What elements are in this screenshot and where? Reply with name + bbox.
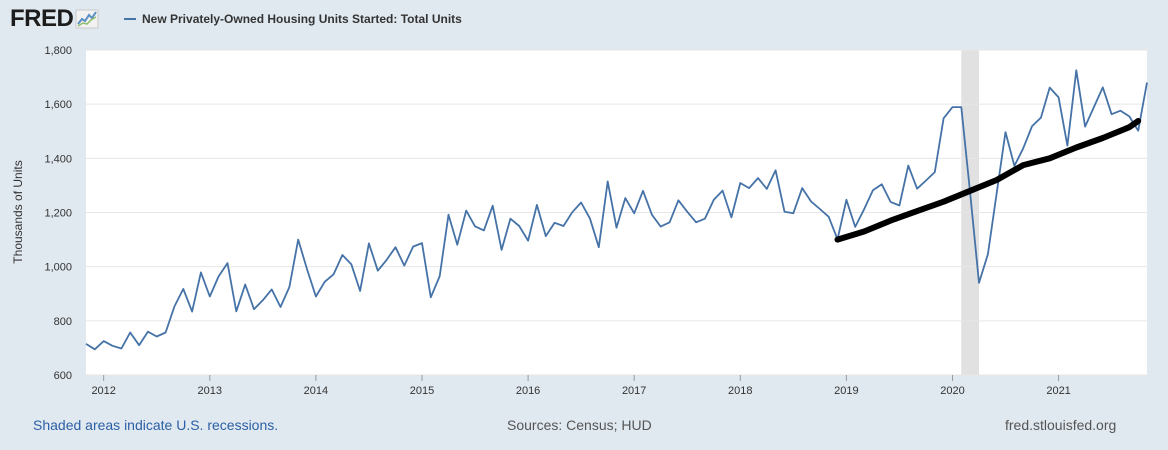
x-tick-label: 2018 [728,385,752,397]
chart-trend-icon [75,9,99,29]
y-tick-label: 1,600 [44,99,72,111]
y-tick-label: 800 [54,316,72,328]
y-tick-label: 1,000 [44,262,72,274]
x-tick-label: 2019 [834,385,858,397]
y-tick-label: 600 [54,370,72,382]
fred-logo[interactable]: FRED [10,7,99,31]
x-tick-label: 2021 [1046,385,1070,397]
x-tick-label: 2014 [304,385,328,397]
y-tick-label: 1,200 [44,208,72,220]
x-tick-label: 2020 [940,385,964,397]
x-tick-label: 2016 [516,385,540,397]
fred-logo-text: FRED [10,5,74,32]
recession-note-link[interactable]: Shaded areas indicate U.S. recessions. [33,417,279,433]
x-tick-label: 2015 [410,385,434,397]
x-tick-label: 2012 [91,385,115,397]
chart-legend: New Privately-Owned Housing Units Starte… [124,12,462,26]
site-url-link[interactable]: fred.stlouisfed.org [1005,417,1117,433]
x-tick-label: 2017 [622,385,646,397]
trend-line [834,118,1142,243]
y-tick-label: 1,400 [44,153,72,165]
x-tick-label: 2013 [198,385,222,397]
legend-swatch [124,18,136,20]
housing-starts-chart: 600 800 1,000 1,200 1,400 1,600 1,800 2012 2013… [11,45,1148,397]
y-tick-label: 1,800 [44,45,72,57]
sources-text: Sources: Census; HUD [507,417,652,433]
legend-label: New Privately-Owned Housing Units Starte… [142,12,462,26]
y-axis-label: Thousands of Units [11,160,25,263]
